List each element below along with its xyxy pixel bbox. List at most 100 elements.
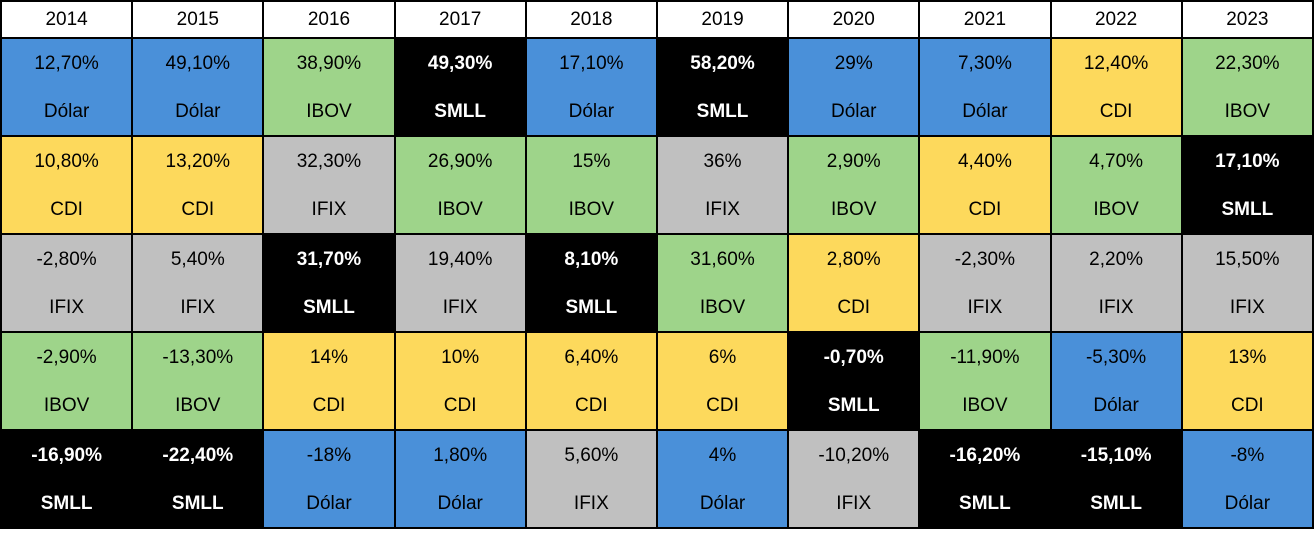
- return-value: 12,40%: [1083, 53, 1149, 74]
- year-header: 2016: [262, 0, 396, 39]
- return-cell: -8% Dólar: [1180, 429, 1315, 529]
- return-cell: -22,40% SMLL: [131, 429, 265, 529]
- asset-label: SMLL: [40, 493, 93, 514]
- asset-label: IFIX: [180, 297, 216, 318]
- return-cell: -11,90% IBOV: [918, 331, 1052, 431]
- asset-label: IFIX: [705, 199, 740, 220]
- asset-label: IBOV: [831, 199, 877, 220]
- year-header: 2019: [655, 0, 790, 39]
- return-value: 10%: [441, 347, 480, 368]
- return-value: 2,20%: [1089, 249, 1144, 270]
- return-cell: 10,80% CDI: [0, 135, 134, 235]
- asset-label: SMLL: [1090, 493, 1142, 514]
- asset-label: Dólar: [175, 101, 221, 122]
- year-header: 2015: [131, 0, 265, 39]
- asset-label: IBOV: [1093, 199, 1139, 220]
- return-value: 15%: [572, 151, 611, 172]
- asset-label: Dólar: [568, 101, 615, 122]
- asset-label: Dólar: [43, 101, 90, 122]
- return-cell: -2,90% IBOV: [0, 331, 134, 431]
- table-row: 12,70% Dólar 49,10% Dólar 38,90% IBOV 49,30% SM…: [0, 37, 1315, 137]
- table-row: -2,90% IBOV -13,30% IBOV 14% CDI 10% CDI 6,40% CD…: [0, 331, 1315, 431]
- return-cell: 12,40% CDI: [1049, 37, 1183, 137]
- asset-label: Dólar: [437, 493, 483, 514]
- asset-label: CDI: [443, 395, 477, 416]
- return-cell: 22,30% IBOV: [1180, 37, 1315, 137]
- asset-label: CDI: [50, 199, 83, 220]
- return-cell: -16,90% SMLL: [0, 429, 134, 529]
- return-value: 14%: [309, 347, 348, 368]
- asset-label: SMLL: [565, 297, 618, 318]
- return-cell: 5,60% IFIX: [524, 429, 658, 529]
- year-header: 2021: [918, 0, 1052, 39]
- return-value: -22,40%: [162, 445, 234, 466]
- return-cell: 15% IBOV: [524, 135, 658, 235]
- return-cell: 29% Dólar: [787, 37, 921, 137]
- ranking-rows: 12,70% Dólar 49,10% Dólar 38,90% IBOV 49,30% SM…: [0, 37, 1315, 529]
- returns-table: 2014 2015 2016 2017 2018 2019 2020 2021 …: [0, 0, 1315, 529]
- return-value: -10,20%: [818, 445, 890, 466]
- return-cell: 13% CDI: [1180, 331, 1315, 431]
- return-value: -2,90%: [36, 347, 97, 368]
- return-value: -5,30%: [1085, 347, 1147, 368]
- return-cell: 31,60% IBOV: [655, 233, 790, 333]
- return-value: 31,70%: [296, 249, 362, 270]
- return-cell: 6,40% CDI: [524, 331, 658, 431]
- return-cell: 2,90% IBOV: [787, 135, 921, 235]
- return-cell: 19,40% IFIX: [393, 233, 527, 333]
- return-value: 26,90%: [427, 151, 493, 172]
- asset-label: SMLL: [303, 297, 355, 318]
- return-cell: 17,10% SMLL: [1180, 135, 1315, 235]
- asset-label: CDI: [1230, 395, 1264, 416]
- return-cell: 17,10% Dólar: [524, 37, 658, 137]
- asset-label: IFIX: [1229, 297, 1265, 318]
- asset-label: Dólar: [831, 101, 877, 122]
- asset-label: IFIX: [967, 297, 1003, 318]
- return-value: -13,30%: [162, 347, 234, 368]
- return-value: 29%: [834, 53, 873, 74]
- return-value: 6%: [708, 347, 737, 368]
- return-cell: 36% IFIX: [655, 135, 790, 235]
- table-row: 10,80% CDI 13,20% CDI 32,30% IFIX 26,90% IBOV 15…: [0, 135, 1315, 235]
- return-cell: 1,80% Dólar: [393, 429, 527, 529]
- return-value: -16,90%: [31, 445, 102, 466]
- return-value: 1,80%: [433, 445, 488, 466]
- asset-label: IBOV: [962, 395, 1008, 416]
- return-cell: 58,20% SMLL: [655, 37, 790, 137]
- return-cell: 4,40% CDI: [918, 135, 1052, 235]
- year-header: 2023: [1180, 0, 1315, 39]
- asset-label: IFIX: [311, 199, 347, 220]
- asset-label: IBOV: [306, 101, 352, 122]
- return-cell: 49,10% Dólar: [131, 37, 265, 137]
- asset-label: SMLL: [827, 395, 880, 416]
- year-header: 2018: [524, 0, 658, 39]
- return-cell: -0,70% SMLL: [787, 331, 921, 431]
- return-value: 17,10%: [559, 53, 624, 74]
- asset-label: CDI: [706, 395, 739, 416]
- year-header: 2014: [0, 0, 134, 39]
- return-value: 10,80%: [34, 151, 99, 172]
- asset-label: IFIX: [442, 297, 478, 318]
- return-cell: 31,70% SMLL: [262, 233, 396, 333]
- return-cell: -13,30% IBOV: [131, 331, 265, 431]
- table-row: -2,80% IFIX 5,40% IFIX 31,70% SMLL 19,40% IFIX 8…: [0, 233, 1315, 333]
- asset-label: Dólar: [1093, 395, 1139, 416]
- return-value: 13%: [1228, 347, 1267, 368]
- return-value: 38,90%: [296, 53, 362, 74]
- asset-label: IFIX: [1098, 297, 1134, 318]
- return-cell: 49,30% SMLL: [393, 37, 527, 137]
- asset-label: IBOV: [568, 199, 615, 220]
- asset-label: CDI: [1099, 101, 1133, 122]
- return-cell: -2,80% IFIX: [0, 233, 134, 333]
- return-cell: 6% CDI: [655, 331, 790, 431]
- return-cell: 8,10% SMLL: [524, 233, 658, 333]
- return-cell: -16,20% SMLL: [918, 429, 1052, 529]
- asset-label: CDI: [837, 297, 871, 318]
- return-value: -8%: [1230, 445, 1265, 466]
- asset-label: IBOV: [175, 395, 221, 416]
- return-value: -15,10%: [1080, 445, 1152, 466]
- return-value: 31,60%: [690, 249, 755, 270]
- asset-label: CDI: [181, 199, 215, 220]
- return-cell: 13,20% CDI: [131, 135, 265, 235]
- return-value: 2,90%: [826, 151, 881, 172]
